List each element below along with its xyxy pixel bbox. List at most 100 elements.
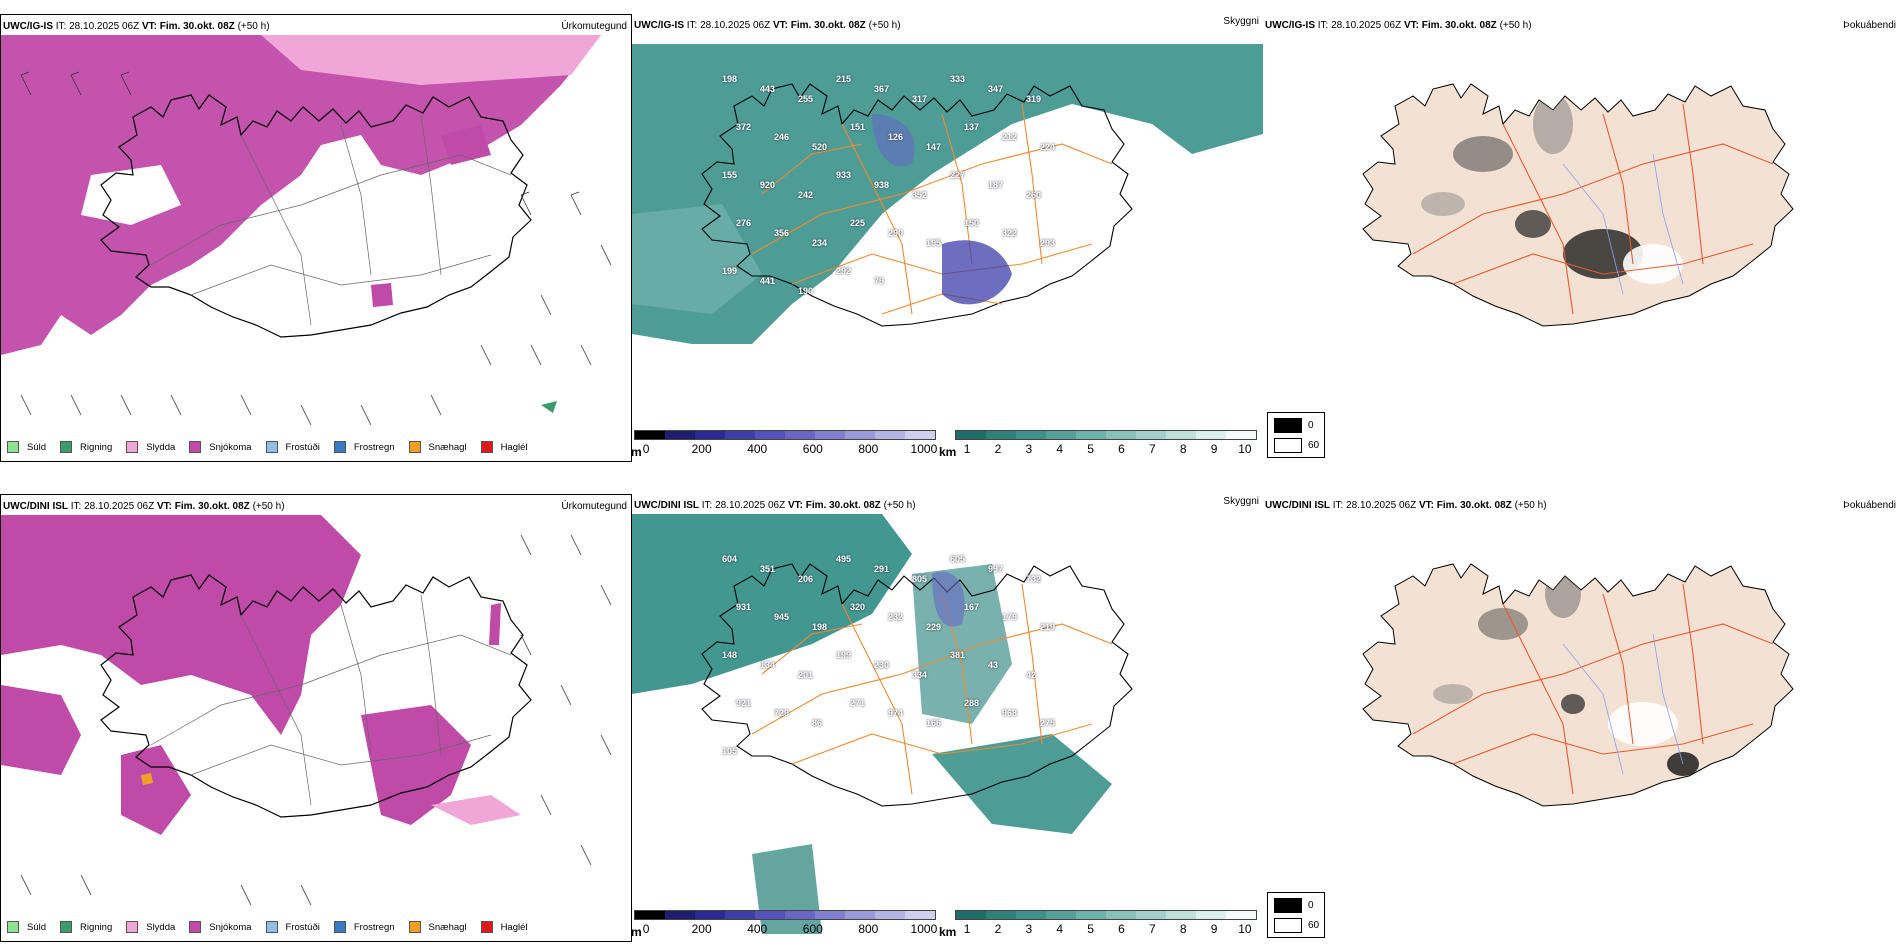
legend-item: Frostúði: [265, 921, 320, 933]
ceiling-value-label: 79: [874, 276, 885, 286]
colorbar-swatch: [875, 911, 905, 919]
colorbar-tick-label: 7: [1148, 922, 1156, 936]
ceiling-value-label: 292: [836, 266, 852, 276]
colorbar-tick-label: 3: [1025, 922, 1033, 936]
colorbar-swatch: [1196, 911, 1226, 919]
colorbar-swatch: [1106, 431, 1136, 439]
legend-swatch: [408, 441, 421, 453]
legend-item: Snjókoma: [189, 441, 252, 453]
ceiling-value-label: 520: [812, 142, 828, 152]
colorbar-swatch: [845, 911, 875, 919]
rivers: [1562, 153, 1684, 295]
fog-indicator-panel-bottom: UWC/DINI ISL IT: 28.10.2025 06Z VT: Fim.…: [1263, 494, 1900, 942]
fog-legend: 0 60: [1267, 412, 1325, 458]
ceiling-value-label: 291: [874, 564, 890, 574]
wind-barbs: [20, 71, 612, 426]
ceiling-value-label: 271: [850, 698, 866, 708]
colorbar-tick-label: 2: [994, 922, 1002, 936]
ceiling-value-label: 43: [988, 660, 999, 670]
ceiling-value-label: 215: [836, 74, 852, 84]
ceiling-value-label: 347: [988, 84, 1004, 94]
ceiling-value-label: 351: [760, 564, 776, 574]
precip-type-panel-bottom: UWC/DINI ISL IT: 28.10.2025 06Z VT: Fim.…: [0, 494, 632, 942]
legend-item: Súld: [7, 921, 46, 933]
snow-area: [1, 515, 361, 735]
ceiling-value-label: 288: [964, 698, 980, 708]
ceiling-value-label: 320: [850, 602, 866, 612]
ceiling-value-label: 225: [850, 218, 866, 228]
visibility-colorbar-swatches: [955, 910, 1257, 920]
ceiling-value-label: 219: [1040, 622, 1056, 632]
ceiling-value-label: 167: [964, 602, 980, 612]
road-network: [150, 594, 512, 806]
ceiling-colorbar-ticks: 0 200 400 600 800 1000: [634, 442, 938, 458]
colorbar-tick-label: 0: [642, 922, 650, 936]
variable-title: Skyggni: [1223, 496, 1259, 507]
colorbar-swatch: [1226, 431, 1256, 439]
visibility-map-bottom: [632, 514, 1133, 934]
colorbar-tick-label: 6: [1118, 442, 1125, 456]
ceiling-value-label: 931: [736, 602, 752, 612]
legend-item: Haglél: [480, 921, 528, 933]
ceiling-value-label: 974: [888, 708, 904, 718]
ceiling-value-label: 352: [912, 190, 928, 200]
ceiling-value-label: 443: [760, 84, 776, 94]
ceiling-value-label: 495: [836, 554, 852, 564]
colorbar-swatch: [1166, 431, 1196, 439]
panel-title: UWC/DINI ISL IT: 28.10.2025 06Z VT: Fim.…: [1265, 500, 1547, 511]
variable-title: Skyggni: [1223, 16, 1259, 27]
snow-area: [1, 685, 81, 775]
legend-swatch: [189, 921, 202, 933]
ceiling-value-label: 137: [964, 122, 980, 132]
fog-indicator-panel-top: UWC/IG-IS IT: 28.10.2025 06Z VT: Fim. 30…: [1263, 14, 1900, 462]
low-visibility-area: [932, 734, 1112, 834]
ceiling-visibility-panel-top: UWC/IG-IS IT: 28.10.2025 06Z VT: Fim. 30…: [632, 14, 1263, 462]
ceiling-value-label: 242: [798, 190, 814, 200]
colorbar-swatch: [1106, 911, 1136, 919]
ceiling-value-label: 367: [874, 84, 890, 94]
ceiling-value-label: 732: [1026, 574, 1042, 584]
snow-area: [121, 745, 191, 835]
ceiling-value-label: 921: [736, 698, 752, 708]
variable-title: Úrkomutegund: [561, 501, 627, 512]
colorbar-tick-label: 2: [994, 442, 1002, 456]
legend-swatch: [189, 441, 202, 453]
precip-legend: Súld Rigning Slydda Snjókoma Frostúði Fr…: [7, 921, 542, 933]
panel-title: UWC/IG-IS IT: 28.10.2025 06Z VT: Fim. 30…: [1265, 20, 1532, 31]
legend-swatch: [265, 441, 278, 453]
legend-swatch: [126, 441, 139, 453]
colorbar-tick-label: 400: [747, 922, 768, 936]
colorbar-tick-label: 4: [1056, 922, 1064, 936]
colorbar-tick-label: 8: [1179, 922, 1187, 936]
colorbar-swatch: [1076, 911, 1106, 919]
colorbar-swatch: [986, 911, 1016, 919]
ceiling-value-label: 190: [798, 286, 814, 296]
colorbar-swatch: [785, 431, 815, 439]
colorbar-tick-label: 1: [963, 442, 971, 456]
visibility-map-top: [632, 44, 1263, 344]
colorbar-swatch: [755, 911, 785, 919]
colorbar-swatch: [1226, 911, 1256, 919]
visibility-colorbar-swatches: [955, 430, 1257, 440]
ceiling-value-label: 224: [1040, 142, 1056, 152]
colorbar-tick-label: 5: [1087, 922, 1094, 936]
ceiling-value-label: 246: [774, 132, 790, 142]
colorbar-tick-label: 6: [1118, 922, 1125, 936]
colorbar-swatch: [1016, 431, 1046, 439]
ceiling-value-label: 260: [1026, 190, 1042, 200]
visibility-unit: km: [939, 445, 957, 459]
ceiling-value-label: 151: [850, 122, 866, 132]
ceiling-value-label: 148: [722, 650, 738, 660]
colorbar-swatch: [1046, 911, 1076, 919]
visibility-colorbar-ticks: 1 2 3 4 5 6 7 8 9 10: [955, 442, 1257, 458]
colorbar-tick-label: 200: [691, 922, 712, 936]
ceiling-unit: m: [632, 925, 642, 939]
sleet-area: [261, 35, 601, 85]
ceiling-value-label: 179: [1002, 612, 1018, 622]
legend-item: Slydda: [126, 921, 175, 933]
visibility-colorbar-ticks: 1 2 3 4 5 6 7 8 9 10: [955, 922, 1257, 938]
ceiling-value-label: 920: [760, 180, 776, 190]
colorbar-tick-label: 7: [1148, 442, 1156, 456]
ceiling-colorbar: 0 200 400 600 800 1000: [634, 910, 937, 942]
ceiling-value-label: 317: [912, 94, 928, 104]
